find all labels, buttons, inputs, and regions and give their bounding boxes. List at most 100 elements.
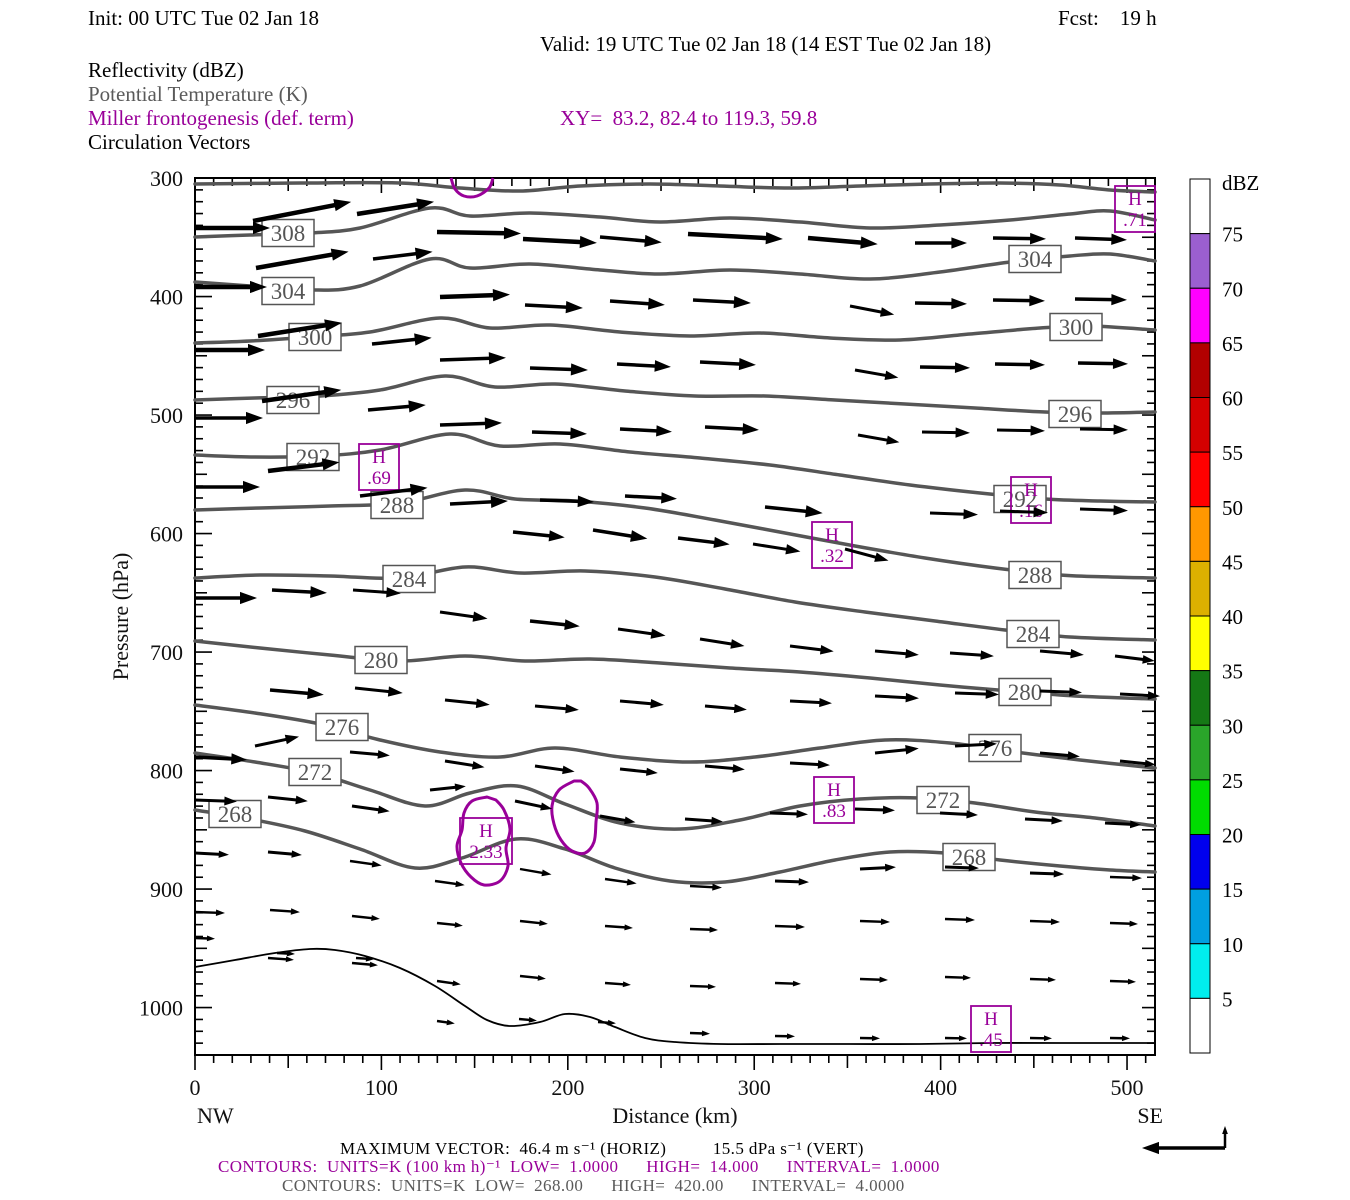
colorbar-tick-label: 30: [1222, 714, 1243, 738]
x-axis-right-endpoint-label: SE: [1137, 1103, 1163, 1128]
theta-contour-label-box: [916, 785, 970, 815]
y-axis-tick-label: 300: [150, 166, 183, 191]
wind-vector: [677, 536, 717, 545]
theta-contour-label-box: [315, 712, 369, 742]
wind-vector: [194, 851, 221, 856]
wind-vector: [616, 362, 657, 368]
wind-vector-head: [1029, 295, 1045, 307]
theta-contour-label-box: [1048, 399, 1102, 429]
wind-vector-head: [323, 386, 342, 399]
wind-vector-head: [958, 1035, 967, 1042]
wind-vector-head: [291, 850, 302, 858]
wind-vector: [436, 921, 458, 927]
wind-vector-head: [980, 650, 994, 660]
wind-vector-head: [528, 1017, 537, 1023]
wind-vector: [704, 704, 737, 711]
colorbar-tick-label: 40: [1222, 605, 1243, 629]
wind-vector: [874, 649, 908, 656]
max-vector-annotation: MAXIMUM VECTOR: 46.4 m s⁻¹ (HORIZ) 15.5 …: [340, 1139, 864, 1158]
theta-contour-label: 272: [926, 788, 961, 813]
wind-vector-head: [647, 297, 665, 310]
wind-vector: [774, 924, 799, 929]
wind-vector-head: [1111, 233, 1127, 245]
wind-vector: [921, 430, 958, 435]
y-axis-tick-label: 400: [150, 285, 183, 310]
y-axis-tick-label: 500: [150, 403, 183, 428]
frontogenesis-max-h: H: [827, 780, 841, 801]
wind-vector-head: [1144, 759, 1156, 768]
wind-vector-head: [819, 698, 832, 708]
frontogenesis-max-value: 2.33: [469, 842, 502, 863]
theta-contour-308: [193, 205, 1157, 239]
wind-vector: [434, 879, 458, 886]
theta-contour-296: [193, 374, 1157, 415]
frontogenesis-max-value: .71: [1123, 210, 1147, 231]
wind-vector: [944, 865, 971, 870]
wind-vector-head: [661, 492, 677, 504]
wind-vector-head: [490, 495, 508, 508]
wind-vector-head: [1129, 920, 1138, 927]
wind-vector: [352, 588, 389, 594]
theta-contour-label-box: [261, 218, 315, 248]
wind-vector: [444, 759, 475, 768]
theta-contour-label: 288: [380, 493, 415, 518]
theta-contour-label-box: [354, 645, 408, 675]
colorbar-segment: [1189, 779, 1211, 835]
wind-vector-head: [882, 805, 895, 815]
wind-vector: [769, 811, 799, 816]
wind-vector: [519, 919, 542, 925]
wind-vector-head: [785, 544, 801, 555]
wind-vector-head: [570, 427, 587, 440]
frontogenesis-contour: [550, 779, 599, 856]
valid-time-label: Valid: 19 UTC Tue 02 Jan 18 (14 EST Tue …: [540, 32, 992, 56]
terrain-line: [194, 947, 1155, 1046]
frontogenesis-max-value: .83: [822, 801, 846, 822]
wind-vector-head: [541, 869, 552, 877]
wind-vector-head: [1070, 648, 1084, 659]
wind-vector-head: [962, 974, 971, 981]
wind-vector: [522, 236, 583, 245]
colorbar-tick-label: 55: [1222, 441, 1243, 465]
theta-contour-label: 276: [978, 736, 1013, 761]
wind-vector: [1109, 875, 1135, 880]
wind-vector: [359, 487, 413, 498]
x-axis-tick-label: 500: [1111, 1075, 1144, 1100]
frontogenesis-max-h: H: [825, 525, 839, 546]
wind-vector: [689, 984, 711, 988]
init-time-label: Init: 00 UTC Tue 02 Jan 18: [88, 6, 320, 30]
theta-contour-label-box: [968, 733, 1022, 763]
wind-vector: [604, 877, 630, 884]
wind-vector: [774, 879, 801, 884]
frontogenesis-contour: [449, 177, 495, 199]
wind-vector: [617, 627, 654, 636]
wind-vector: [684, 817, 714, 823]
theta-contour-284: [193, 565, 1157, 642]
colorbar-tick-label: 50: [1222, 496, 1243, 520]
wind-vector-head: [471, 761, 485, 770]
wind-vector-head: [622, 981, 631, 988]
frontogenesis-max-h: H: [1128, 189, 1142, 210]
colorbar-tick-label: 60: [1222, 387, 1243, 411]
frontogenesis-max-value: .69: [367, 468, 391, 489]
layer-frontogenesis-label: Miller frontogenesis (def. term): [88, 106, 354, 130]
wind-vector-head: [905, 745, 919, 755]
y-axis-title: Pressure (hPa): [108, 553, 133, 681]
wind-vector: [267, 461, 325, 474]
forecast-hour-label: Fcst: 19 h: [1058, 6, 1157, 30]
theta-contour-label: 304: [1018, 247, 1053, 272]
wind-vector: [519, 974, 541, 980]
theta-contour-label: 268: [218, 802, 253, 827]
wind-vector-head: [1142, 655, 1155, 664]
wind-vector-head: [874, 552, 889, 562]
y-axis-tick-label: 800: [150, 759, 183, 784]
wind-vector: [604, 981, 626, 986]
theta-contour-label: 280: [364, 648, 399, 673]
wind-vector-head: [565, 703, 579, 714]
wind-vector: [436, 229, 507, 236]
x-axis-tick-label: 300: [738, 1075, 771, 1100]
wind-vector: [349, 750, 381, 757]
wind-vector-head: [709, 926, 718, 933]
wind-vector: [604, 924, 627, 929]
wind-vector-head: [732, 764, 745, 773]
wind-vector-head: [738, 358, 756, 371]
